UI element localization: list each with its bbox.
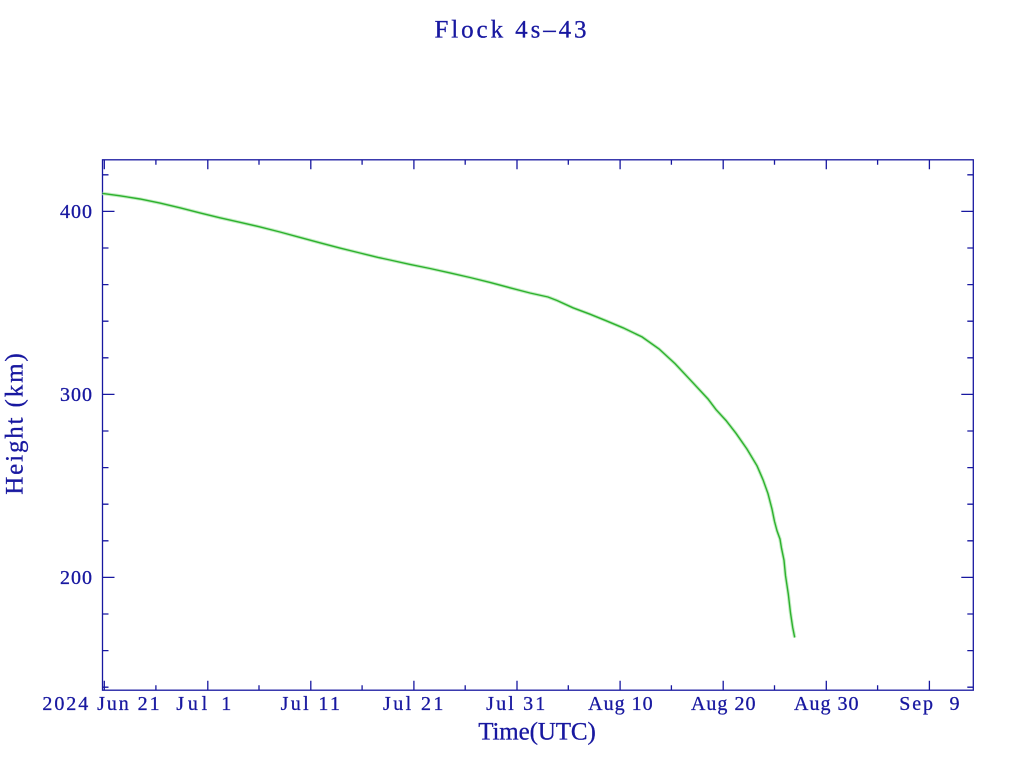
svg-text:Sep: Sep [899, 693, 933, 715]
svg-text:Jul: Jul [176, 693, 207, 715]
svg-text:Flock 4s–43: Flock 4s–43 [434, 17, 586, 44]
svg-text:Aug 20: Aug 20 [691, 693, 756, 715]
svg-text:Jul 11: Jul 11 [281, 693, 340, 715]
svg-text:200: 200 [60, 567, 92, 589]
svg-text:Jul 31: Jul 31 [486, 693, 545, 715]
svg-text:9: 9 [950, 693, 960, 715]
svg-text:Height (km): Height (km) [2, 353, 29, 495]
svg-text:Time(UTC): Time(UTC) [478, 718, 596, 745]
svg-text:2024 Jun 21: 2024 Jun 21 [42, 693, 159, 715]
svg-text:1: 1 [221, 693, 231, 715]
svg-text:Aug 10: Aug 10 [588, 693, 653, 715]
svg-text:Aug 30: Aug 30 [794, 693, 859, 715]
svg-text:Jul 21: Jul 21 [383, 693, 443, 715]
svg-text:400: 400 [60, 201, 92, 223]
svg-text:300: 300 [60, 384, 92, 406]
